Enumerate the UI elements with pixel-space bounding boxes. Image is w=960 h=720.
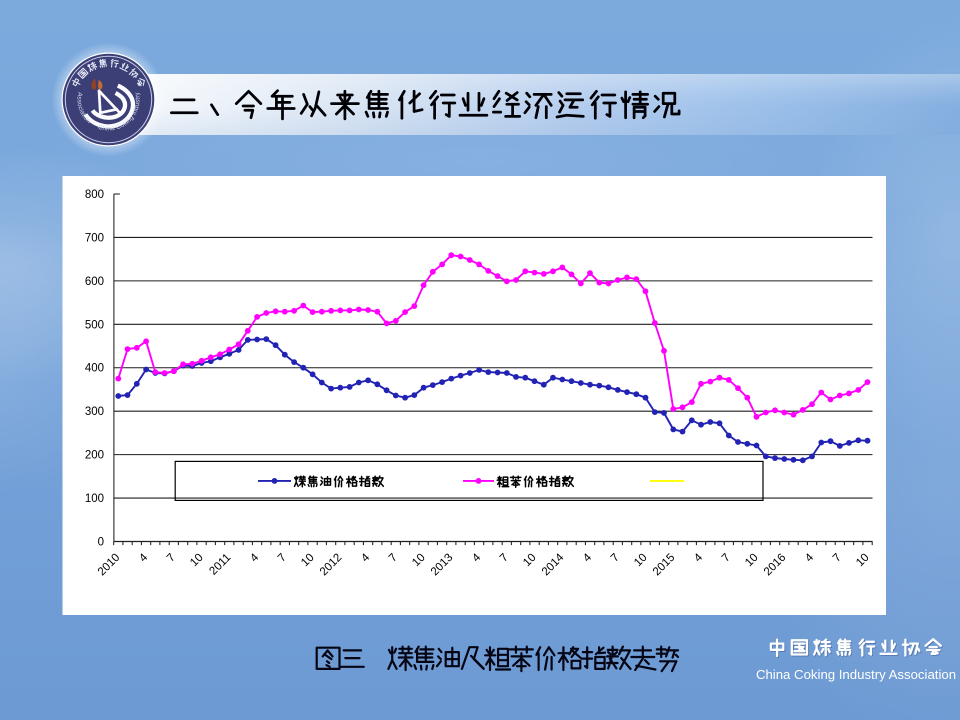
- svg-text:700: 700: [85, 232, 104, 244]
- svg-text:0: 0: [98, 537, 104, 549]
- svg-text:300: 300: [85, 406, 104, 418]
- svg-text:100: 100: [85, 493, 104, 505]
- svg-text:800: 800: [85, 189, 104, 201]
- svg-text:600: 600: [85, 276, 104, 288]
- svg-text:China Coking Industry Associat: China Coking Industry Association: [756, 667, 956, 682]
- svg-text:500: 500: [85, 319, 104, 331]
- svg-text:200: 200: [85, 450, 104, 462]
- svg-text:400: 400: [85, 363, 104, 375]
